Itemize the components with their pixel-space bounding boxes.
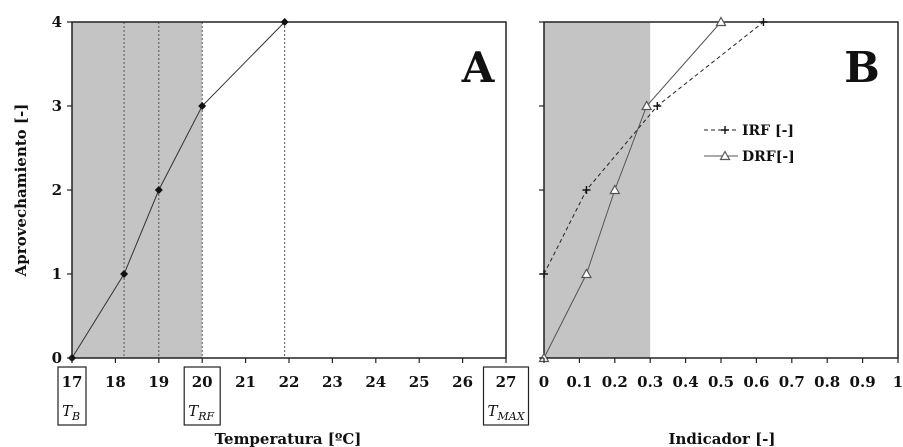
x-tick-label: 21 <box>235 373 256 391</box>
panel-b-letter: B <box>844 43 880 92</box>
panel-a-y-ticks: 0 1 2 3 4 <box>52 13 72 367</box>
data-point <box>580 268 593 279</box>
data-point <box>715 16 727 27</box>
panel-a-shaded-region <box>72 22 203 358</box>
panel-b-shaded-region <box>544 22 651 358</box>
y-axis-label: Aprovechamiento [-] <box>12 104 30 278</box>
x-tick-label: 24 <box>365 373 386 391</box>
special-tick-symbol: TMAX <box>488 402 526 423</box>
x-tick-label: 0.1 <box>566 373 592 391</box>
y-tick-label: 3 <box>52 97 62 115</box>
panel-a-special-ticks: TB TRF TMAX <box>57 366 530 426</box>
y-tick-label: 0 <box>52 349 62 367</box>
panel-b: 0 0.1 0.2 0.3 0.4 0.5 0.6 0.7 0.8 0.9 1 B Indicado… <box>538 16 903 447</box>
legend-label: DRF[-] <box>742 149 795 165</box>
x-tick-label: 17 <box>62 373 83 391</box>
x-tick-label: 22 <box>279 373 300 391</box>
panel-a-vertical-dotted-lines <box>123 22 286 358</box>
x-tick-label: 0.9 <box>850 373 876 391</box>
x-tick-label: 19 <box>148 373 169 391</box>
panel-b-series <box>538 16 768 363</box>
panel-b-x-axis-label: Indicador [-] <box>669 430 776 447</box>
panel-a-x-axis-label: Temperatura [ºC] <box>215 430 362 447</box>
panel-b-legend: IRF [-] DRF[-] <box>704 123 795 165</box>
x-tick-label: 0.5 <box>708 373 734 391</box>
x-tick-label: 27 <box>496 373 517 391</box>
x-tick-label: 20 <box>192 373 213 391</box>
x-tick-label: 0.2 <box>602 373 628 391</box>
data-point <box>609 184 621 195</box>
x-tick-label: 0.8 <box>814 373 840 391</box>
x-tick-label: 1 <box>893 373 903 391</box>
panel-a-letter: A <box>461 43 496 92</box>
data-point <box>653 102 662 110</box>
data-point <box>154 186 163 194</box>
x-tick-label: 0.4 <box>673 373 699 391</box>
legend-marker <box>721 126 729 134</box>
x-tick-label: 0.7 <box>779 373 805 391</box>
x-tick-label: 26 <box>452 373 473 391</box>
data-point <box>120 270 129 278</box>
x-tick-label: 0.3 <box>637 373 663 391</box>
legend-marker <box>719 150 731 161</box>
special-tick-symbol: TRF <box>188 402 214 423</box>
special-tick-box <box>482 366 530 426</box>
x-tick-label: 25 <box>409 373 430 391</box>
data-point <box>641 100 653 111</box>
special-tick-box <box>183 366 221 426</box>
y-tick-label: 2 <box>52 181 62 199</box>
x-tick-label: 0.6 <box>743 373 769 391</box>
special-tick-box <box>57 366 87 426</box>
x-tick-label: 18 <box>105 373 126 391</box>
data-point <box>198 102 207 110</box>
data-point <box>759 18 768 26</box>
y-tick-label: 4 <box>52 13 62 31</box>
special-tick-symbol: TB <box>62 402 80 423</box>
y-tick-label: 1 <box>52 265 62 283</box>
legend-label: IRF [-] <box>742 123 794 139</box>
x-tick-label: 0 <box>539 373 549 391</box>
x-tick-label: 23 <box>322 373 343 391</box>
panel-a-x-ticks: 17 18 19 20 21 22 23 24 25 26 27 <box>62 358 517 391</box>
panel-a-series <box>68 18 289 362</box>
data-point <box>582 186 591 194</box>
panel-b-x-ticks: 0 0.1 0.2 0.3 0.4 0.5 0.6 0.7 0.8 0.9 1 <box>539 21 903 391</box>
data-point <box>280 18 289 26</box>
